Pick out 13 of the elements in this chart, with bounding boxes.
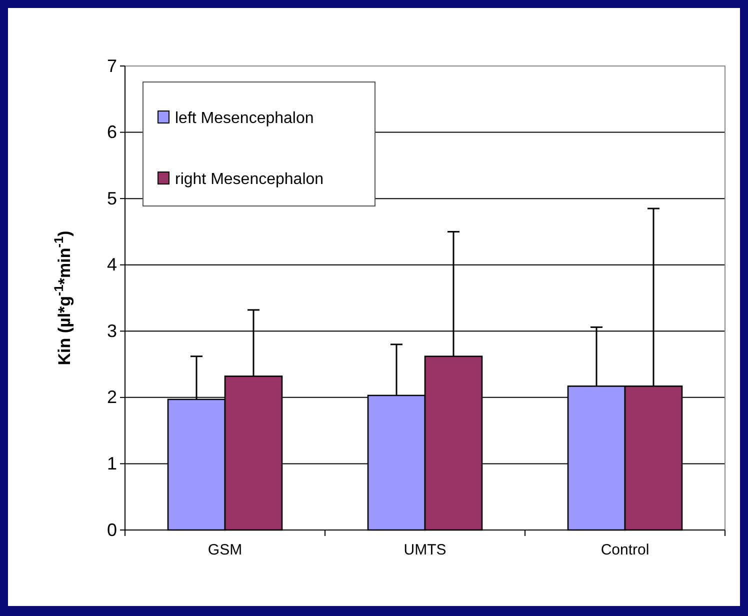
x-tick-label: GSM xyxy=(208,542,242,559)
y-tick-label: 1 xyxy=(106,453,117,474)
y-tick-label: 2 xyxy=(106,387,117,408)
y-tick-label: 7 xyxy=(106,56,117,76)
y-tick-label: 6 xyxy=(106,122,117,142)
x-tick-label: UMTS xyxy=(404,542,446,559)
legend-label: right Mesencephalon xyxy=(175,171,324,188)
legend-label: left Mesencephalon xyxy=(175,110,314,127)
y-tick-label: 0 xyxy=(106,520,117,540)
y-tick-label: 3 xyxy=(106,320,117,341)
y-tick-label: 5 xyxy=(106,188,117,208)
y-tick-label: 4 xyxy=(106,254,117,275)
x-tick-label: Control xyxy=(600,542,650,559)
